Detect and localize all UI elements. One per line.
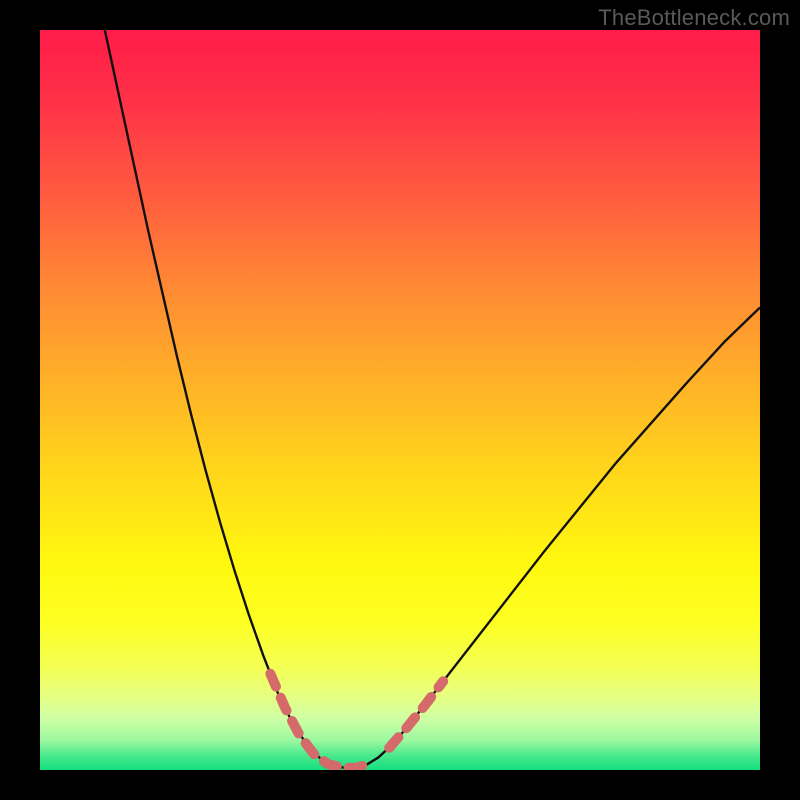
watermark-text: TheBottleneck.com (598, 5, 790, 31)
chart-stage: TheBottleneck.com (0, 0, 800, 800)
heat-background (40, 30, 760, 770)
plot-svg (40, 30, 760, 770)
plot-area (40, 30, 760, 770)
